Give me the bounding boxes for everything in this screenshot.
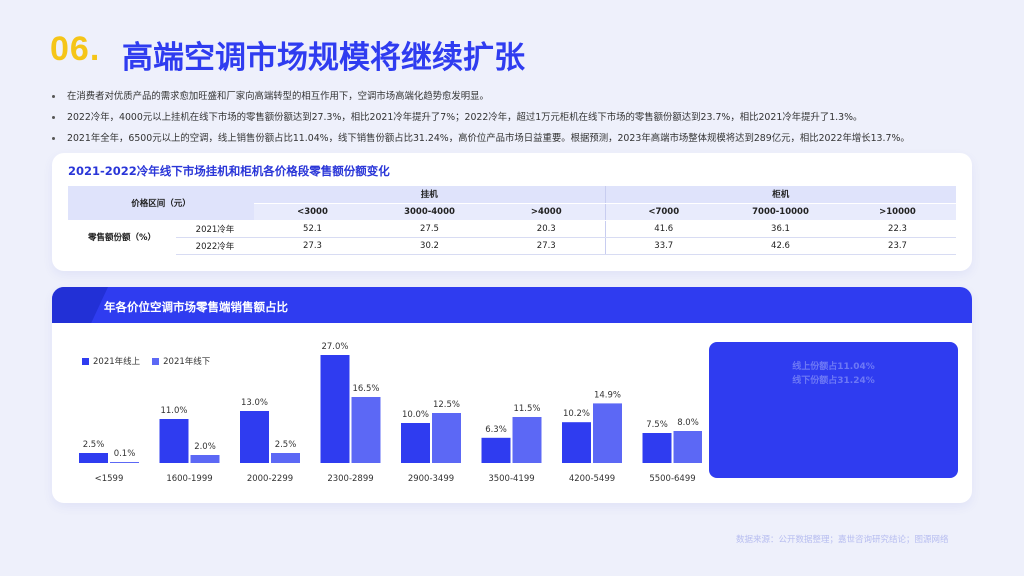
bullet-text: 在消费者对优质产品的需求愈加旺盛和厂家向高端转型的相互作用下，空调市场高端化趋势… [67,91,489,102]
chart-card-header [52,287,972,323]
note-online-share: 线上份额占11.04% [792,362,875,372]
data-label: 2.5% [275,440,297,450]
table-year-cell: 2021冷年 [176,220,254,238]
table-cell: 23.7 [839,237,956,255]
price-table-card: 2021-2022冷年线下市场挂机和柜机各价格段零售额份额变化 价格区间（元） … [52,153,972,271]
data-label: 13.0% [241,398,268,408]
table-cell: 20.3 [488,220,605,238]
category-label: 4200-5499 [569,474,615,484]
table-subheader: 7000-10000 [722,203,839,221]
data-label: 11.5% [513,404,540,414]
table-corner-header: 价格区间（元） [68,186,254,221]
legend-label: 2021年线上 [93,357,141,367]
table-cell: 30.2 [371,237,488,255]
chart-title: 年各价位空调市场零售端销售额占比 [104,300,288,314]
bar-online [562,422,591,463]
data-label: 10.0% [402,410,429,420]
bar-offline [593,403,622,463]
table-year-cell: 2022冷年 [176,237,254,255]
bullet-text: 2021年全年，6500元以上的空调，线上销售份额占比11.04%，线下销售份额… [67,133,910,144]
chart-card: 年各价位空调市场零售端销售额占比 2021年线上 2021年线下 2.5% 0.1… [52,287,972,503]
price-share-table: 价格区间（元） 挂机 柜机 <3000 3000-4000 >4000 <700… [68,186,956,255]
legend-item: 2021年线下 [152,355,210,367]
chart-legend: 2021年线上 2021年线下 [82,355,222,367]
bar-offline [512,417,542,463]
source-note: 数据来源：公开数据整理；嘉世咨询研究结论；图源网络 [736,535,949,545]
bullet-item: 2021年全年，6500元以上的空调，线上销售份额占比11.04%，线下销售份额… [52,128,992,149]
bar-offline [110,462,139,463]
bar-offline [351,397,381,463]
bullet-text: 2022冷年，4000元以上挂机在线下市场的零售额份额达到27.3%，相比202… [67,112,863,123]
table-subheader: 3000-4000 [371,203,488,221]
bar-online [401,423,430,463]
data-label: 12.5% [433,400,460,410]
table-subheader: >10000 [839,203,956,221]
table-cell: 42.6 [722,237,839,255]
data-label: 27.0% [321,342,348,352]
data-label: 2.5% [83,440,105,450]
data-label: 7.5% [646,420,668,430]
share-note-text: 线上份额占11.04% 线下份额占31.24% [709,360,958,388]
table-subheader: >4000 [488,203,605,221]
category-label: 5500-6499 [649,474,695,484]
data-label: 11.0% [160,406,187,416]
bullet-dot-icon [52,95,55,98]
table-group-header-wall: 挂机 [254,186,605,204]
category-label: 2900-3499 [408,474,454,484]
table-cell: 27.3 [254,237,371,255]
bullet-item: 2022冷年，4000元以上挂机在线下市场的零售额份额达到27.3%，相比202… [52,107,992,128]
data-label: 0.1% [114,449,136,459]
data-label: 8.0% [677,418,699,428]
title-number: 06. [50,30,101,68]
data-label: 6.3% [485,425,507,435]
legend-swatch-offline [152,357,160,365]
data-label: 10.2% [563,409,590,419]
data-label: 14.9% [594,390,621,400]
data-label: 16.5% [352,384,379,394]
table-title: 2021-2022冷年线下市场挂机和柜机各价格段零售额份额变化 [68,164,390,178]
legend-label: 2021年线下 [163,357,211,367]
data-label: 2.0% [194,442,216,452]
table-subheader: <7000 [604,203,722,221]
table-cell: 36.1 [722,220,839,238]
bullet-dot-icon [52,137,55,140]
table-cell: 27.3 [488,237,605,255]
category-label: 2300-2899 [327,474,373,484]
note-offline-share: 线下份额占31.24% [792,376,875,386]
table-cell: 41.6 [604,220,722,238]
bar-online [481,437,511,463]
bar-offline [673,431,702,463]
bar-online [159,419,189,463]
table-group-header-floor: 柜机 [604,186,956,204]
category-label: 1600-1999 [166,474,212,484]
bullet-item: 在消费者对优质产品的需求愈加旺盛和厂家向高端转型的相互作用下，空调市场高端化趋势… [52,86,992,107]
table-subheader: <3000 [254,203,371,221]
share-note-box: 线上份额占11.04% 线下份额占31.24% [709,342,958,478]
table-cell: 33.7 [604,237,722,255]
bar-offline [432,413,461,463]
table-cell: 27.5 [371,220,488,238]
bar-online [79,453,108,463]
legend-item: 2021年线上 [82,355,140,367]
table-cell: 22.3 [839,220,956,238]
bullet-list: 在消费者对优质产品的需求愈加旺盛和厂家向高端转型的相互作用下，空调市场高端化趋势… [52,86,992,149]
bullet-dot-icon [52,116,55,119]
bar-online [320,355,350,463]
bar-offline [190,455,220,463]
bar-offline [271,453,300,463]
table-row-label: 零售额份额（%） [68,220,176,255]
category-label: <1599 [95,474,124,484]
table-cell: 52.1 [254,220,371,238]
bar-online [642,433,672,463]
bar-chart: 2.5% 0.1% <1599 11.0% 2.0% 1600-1999 13.0% 2.5%… [79,342,702,484]
page-title: 高端空调市场规模将继续扩张 [122,40,525,76]
table-row: 2022冷年 27.3 30.2 27.3 33.7 42.6 23.7 [68,237,956,255]
bar-online [240,411,269,463]
legend-swatch-online [82,357,89,365]
category-label: 3500-4199 [488,474,534,484]
table-row: 零售额份额（%） 2021冷年 52.1 27.5 20.3 41.6 36.1… [68,220,956,255]
header-accent-tab [52,287,108,323]
category-label: 2000-2299 [247,474,293,484]
